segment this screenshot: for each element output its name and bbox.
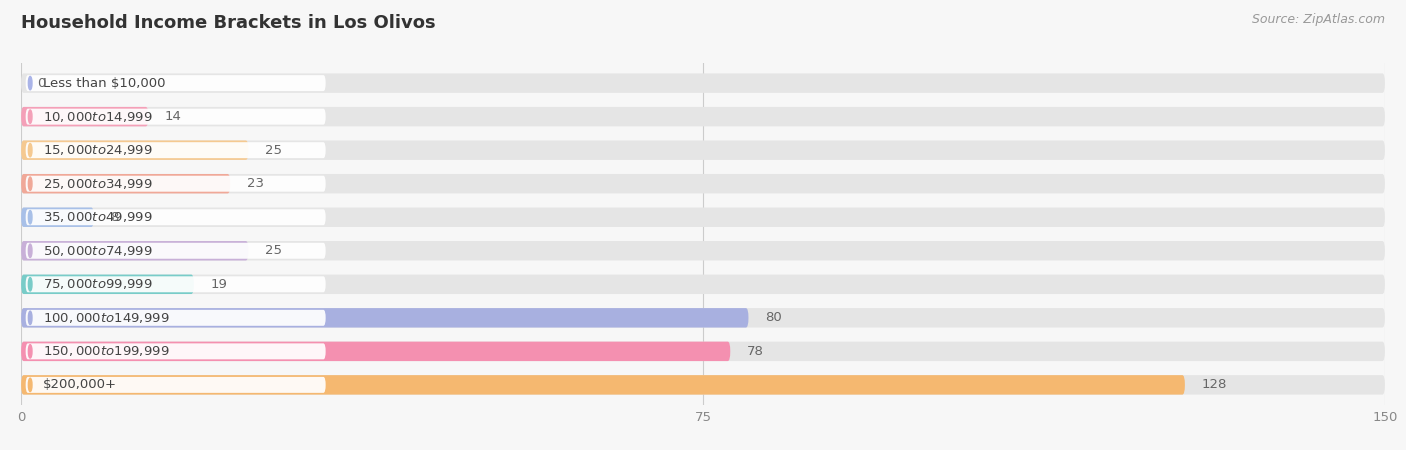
Text: 25: 25 xyxy=(264,144,281,157)
Text: $25,000 to $34,999: $25,000 to $34,999 xyxy=(44,177,153,191)
FancyBboxPatch shape xyxy=(25,343,326,360)
Circle shape xyxy=(28,177,32,190)
FancyBboxPatch shape xyxy=(25,310,326,326)
Circle shape xyxy=(28,278,32,291)
FancyBboxPatch shape xyxy=(25,142,326,158)
FancyBboxPatch shape xyxy=(21,308,1385,328)
FancyBboxPatch shape xyxy=(21,207,94,227)
FancyBboxPatch shape xyxy=(21,207,1385,227)
FancyBboxPatch shape xyxy=(25,243,326,259)
FancyBboxPatch shape xyxy=(21,140,1385,160)
FancyBboxPatch shape xyxy=(21,107,1385,126)
Text: 19: 19 xyxy=(211,278,228,291)
Text: Household Income Brackets in Los Olivos: Household Income Brackets in Los Olivos xyxy=(21,14,436,32)
Circle shape xyxy=(28,311,32,324)
FancyBboxPatch shape xyxy=(21,73,1385,93)
FancyBboxPatch shape xyxy=(21,140,249,160)
Text: $150,000 to $199,999: $150,000 to $199,999 xyxy=(44,344,170,358)
FancyBboxPatch shape xyxy=(25,377,326,393)
Text: 128: 128 xyxy=(1201,378,1226,392)
Circle shape xyxy=(28,76,32,90)
Text: 25: 25 xyxy=(264,244,281,257)
Circle shape xyxy=(28,110,32,123)
FancyBboxPatch shape xyxy=(21,174,1385,194)
Text: $10,000 to $14,999: $10,000 to $14,999 xyxy=(44,110,153,124)
Circle shape xyxy=(28,144,32,157)
FancyBboxPatch shape xyxy=(21,342,730,361)
Circle shape xyxy=(28,378,32,392)
FancyBboxPatch shape xyxy=(21,107,149,126)
FancyBboxPatch shape xyxy=(25,108,326,125)
FancyBboxPatch shape xyxy=(21,342,1385,361)
Text: $50,000 to $74,999: $50,000 to $74,999 xyxy=(44,244,153,258)
Circle shape xyxy=(28,345,32,358)
Text: Source: ZipAtlas.com: Source: ZipAtlas.com xyxy=(1251,14,1385,27)
FancyBboxPatch shape xyxy=(21,308,748,328)
Text: 8: 8 xyxy=(110,211,118,224)
Text: $100,000 to $149,999: $100,000 to $149,999 xyxy=(44,311,170,325)
Text: $35,000 to $49,999: $35,000 to $49,999 xyxy=(44,210,153,224)
FancyBboxPatch shape xyxy=(21,274,1385,294)
Text: $15,000 to $24,999: $15,000 to $24,999 xyxy=(44,143,153,157)
Text: Less than $10,000: Less than $10,000 xyxy=(44,76,166,90)
FancyBboxPatch shape xyxy=(25,276,326,292)
Text: 80: 80 xyxy=(765,311,782,324)
Text: 23: 23 xyxy=(246,177,263,190)
Text: $75,000 to $99,999: $75,000 to $99,999 xyxy=(44,277,153,291)
FancyBboxPatch shape xyxy=(21,174,231,194)
Circle shape xyxy=(28,244,32,257)
FancyBboxPatch shape xyxy=(25,75,326,91)
Text: 78: 78 xyxy=(747,345,763,358)
FancyBboxPatch shape xyxy=(21,241,1385,261)
FancyBboxPatch shape xyxy=(25,176,326,192)
FancyBboxPatch shape xyxy=(21,375,1385,395)
FancyBboxPatch shape xyxy=(21,274,194,294)
Text: 14: 14 xyxy=(165,110,181,123)
Text: 0: 0 xyxy=(38,76,46,90)
FancyBboxPatch shape xyxy=(21,241,249,261)
Circle shape xyxy=(28,211,32,224)
FancyBboxPatch shape xyxy=(25,209,326,225)
FancyBboxPatch shape xyxy=(21,375,1185,395)
Text: $200,000+: $200,000+ xyxy=(44,378,117,392)
